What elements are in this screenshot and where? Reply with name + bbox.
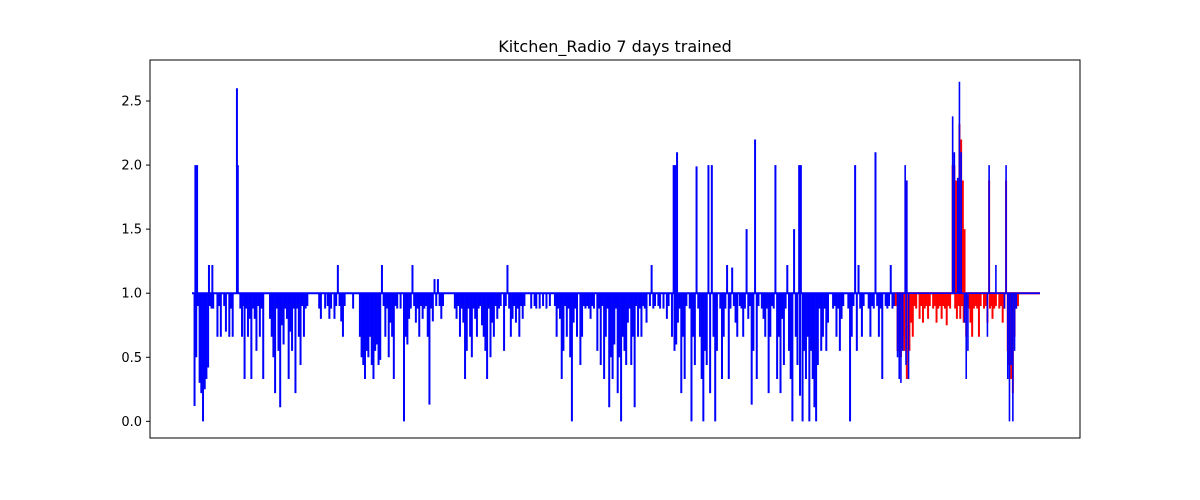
y-tick-label: 1.5 <box>121 223 142 238</box>
series-0 <box>192 88 1040 422</box>
y-tick-label: 2.0 <box>121 159 142 174</box>
plot-frame <box>149 59 1081 439</box>
y-axis: 0.0 0.5 1.0 1.5 2.0 2.5 <box>121 95 150 430</box>
y-tick-label: 1.0 <box>121 287 142 302</box>
series-1 <box>894 124 1040 394</box>
series-2 <box>895 81 1040 422</box>
chart-title: Kitchen_Radio 7 days trained <box>498 37 732 57</box>
y-tick-label: 0.0 <box>121 415 142 430</box>
y-tick-label: 2.5 <box>121 95 142 110</box>
y-tick-label: 0.5 <box>121 351 142 366</box>
plot-area <box>192 81 1040 422</box>
